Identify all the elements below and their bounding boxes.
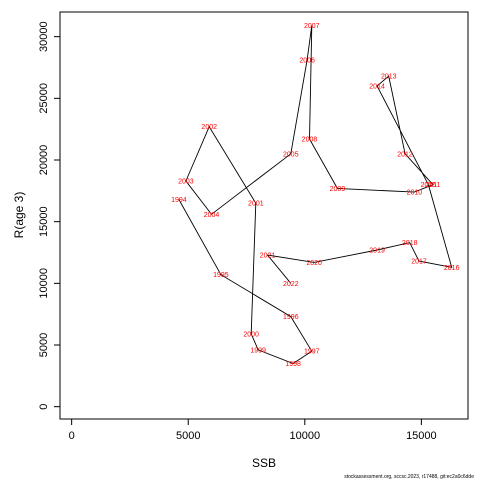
year-label: 2016 [444, 265, 460, 272]
year-label: 2021 [260, 252, 276, 259]
year-label: 2004 [204, 212, 220, 219]
year-label: 2022 [283, 281, 299, 288]
year-label: 2000 [243, 331, 259, 338]
y-axis-title: R(age 3) [12, 192, 26, 239]
year-label: 2014 [369, 84, 385, 91]
year-label: 1996 [283, 314, 299, 321]
year-label: 2013 [381, 74, 397, 81]
year-label: 2008 [302, 137, 318, 144]
year-label: 2018 [402, 240, 418, 247]
y-tick-label: 20000 [38, 145, 50, 176]
year-label: 2002 [201, 124, 217, 131]
year-label: 2003 [178, 178, 194, 185]
y-tick-label: 10000 [38, 268, 50, 299]
year-label: 2020 [306, 260, 322, 267]
year-label: 2010 [407, 190, 423, 197]
y-axis: 0 5000 10000 15000 20000 25000 30000 [38, 21, 61, 410]
year-label: 2009 [330, 186, 346, 193]
footer-credit: stockassessment.org, sccsc.2023, r17488,… [344, 474, 474, 480]
year-label: 1999 [250, 347, 266, 354]
year-label: 2015 [421, 182, 437, 189]
year-label: 2017 [411, 259, 427, 266]
x-axis: 0 5000 10000 15000 [69, 418, 437, 442]
year-label: 2001 [248, 201, 264, 208]
year-label: 2005 [283, 151, 299, 158]
year-label: 2019 [369, 248, 385, 255]
y-tick-label: 0 [38, 404, 50, 410]
y-tick-label: 15000 [38, 206, 50, 237]
x-tick-label: 15000 [406, 430, 437, 442]
plot-frame [59, 11, 469, 420]
year-label: 1997 [304, 349, 320, 356]
year-label: 2006 [299, 58, 315, 65]
year-label: 1995 [213, 272, 229, 279]
year-label: 2011 [425, 182, 440, 189]
x-tick-label: 0 [69, 430, 75, 442]
recruitment-trajectory-line [178, 25, 453, 365]
year-label: 2012 [397, 151, 413, 158]
year-label: 1998 [285, 361, 301, 368]
y-tick-label: 30000 [38, 21, 50, 52]
y-tick-label: 5000 [38, 333, 50, 357]
x-axis-title: SSB [252, 456, 276, 470]
x-tick-label: 10000 [290, 430, 321, 442]
year-label: 2007 [304, 23, 320, 30]
year-label: 1994 [171, 197, 187, 204]
y-tick-label: 25000 [38, 83, 50, 114]
x-tick-label: 5000 [176, 430, 200, 442]
